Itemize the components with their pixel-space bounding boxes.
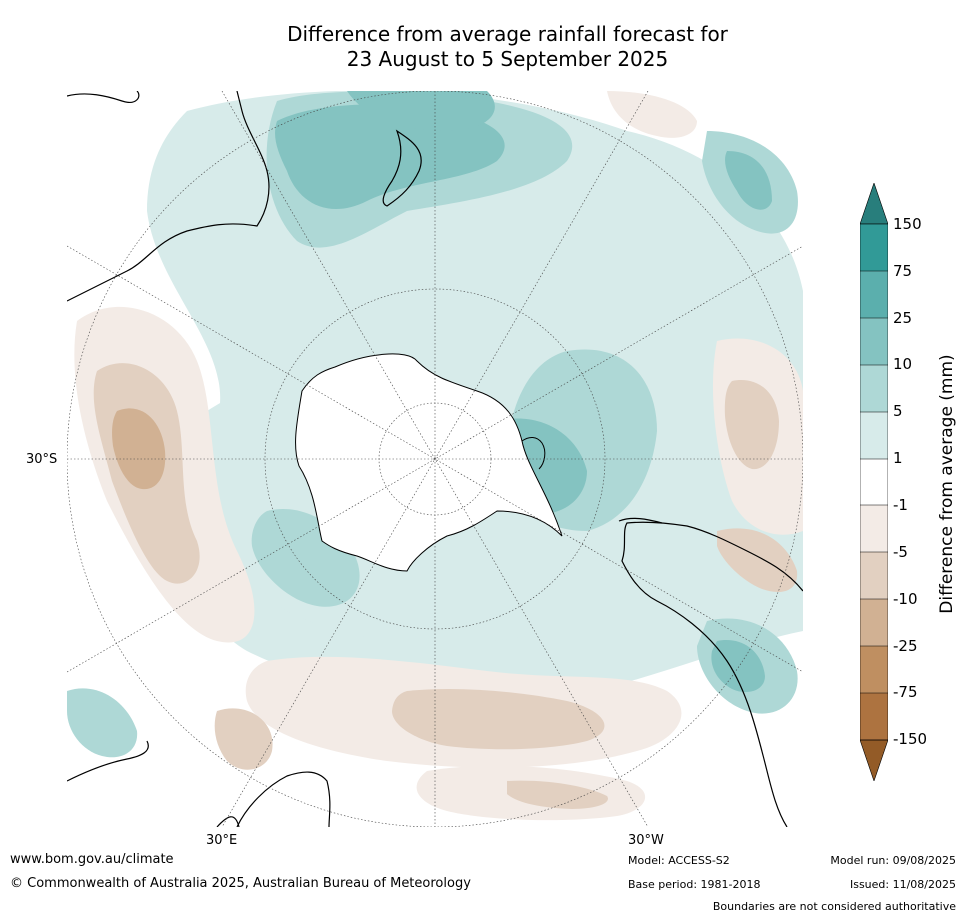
map-svg	[67, 91, 803, 827]
colorbar-bottom-arrow	[860, 739, 888, 781]
map-title: Difference from average rainfall forecas…	[0, 22, 965, 72]
colorbar-tick-label: -150	[893, 730, 928, 748]
colorbar-band-25-75	[860, 271, 888, 318]
graticule	[67, 91, 803, 827]
lon-label-30w: 30°W	[628, 833, 664, 848]
colorbar-tick-label: -5	[893, 543, 908, 561]
colorbar-tick-label: 75	[893, 262, 913, 280]
copyright-text: © Commonwealth of Australia 2025, Austra…	[10, 876, 471, 891]
colorbar-band-minus5-minus10	[860, 552, 888, 599]
colorbar-tick-label: 25	[893, 309, 913, 327]
issued-text: Issued: 11/08/2025	[849, 878, 956, 891]
colorbar-band-5-10	[860, 365, 888, 412]
colorbar-tick-label: 10	[893, 355, 913, 373]
model-run-text: Model run: 09/08/2025	[830, 854, 956, 867]
anomaly-field	[67, 91, 803, 821]
colorbar-band-1-5	[860, 412, 888, 459]
coastlines	[67, 91, 803, 827]
lat-label-30s: 30°S	[26, 452, 58, 467]
base-period-text: Base period: 1981-2018	[628, 878, 761, 891]
title-line-1: Difference from average rainfall forecas…	[287, 22, 728, 46]
colorbar-band-minus10-minus25	[860, 599, 888, 646]
colorbar-tick-label: -25	[893, 637, 918, 655]
colorbar-band-neutral	[860, 459, 888, 505]
title-line-2: 23 August to 5 September 2025	[346, 47, 669, 71]
colorbar-band-75-150	[860, 224, 888, 271]
polar-map	[67, 91, 803, 827]
lon-label-30e: 30°E	[206, 833, 238, 848]
website-link[interactable]: www.bom.gov.au/climate	[10, 852, 174, 867]
model-text: Model: ACCESS-S2	[628, 854, 730, 867]
colorbar	[860, 183, 888, 781]
colorbar-tick-label: -1	[893, 496, 908, 514]
colorbar-title: Difference from average (mm)	[937, 354, 957, 614]
colorbar-tick-label: 150	[893, 215, 922, 233]
disclaimer-text: Boundaries are not considered authoritat…	[712, 900, 956, 913]
colorbar-top-arrow	[860, 183, 888, 225]
colorbar-tick-label: 1	[893, 449, 903, 467]
colorbar-band-minus75-minus150	[860, 693, 888, 740]
colorbar-tick-label: -75	[893, 683, 918, 701]
colorbar-tick-label: -10	[893, 590, 918, 608]
colorbar-band-minus25-minus75	[860, 646, 888, 693]
colorbar-band-10-25	[860, 318, 888, 365]
colorbar-band-minus1-minus5	[860, 505, 888, 552]
colorbar-tick-label: 5	[893, 402, 903, 420]
